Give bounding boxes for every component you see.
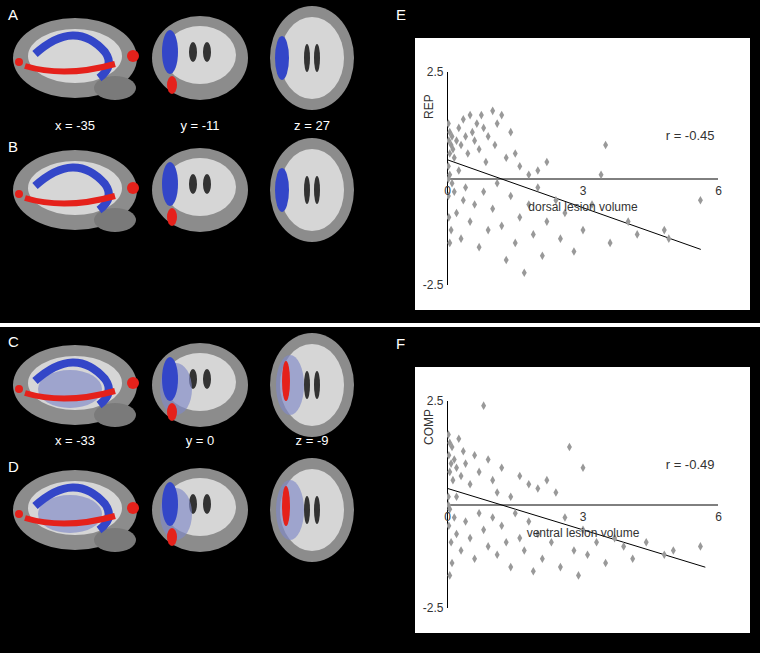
svg-text:6: 6 xyxy=(715,510,722,524)
svg-text:B: B xyxy=(8,138,18,155)
svg-text:F: F xyxy=(396,335,405,352)
svg-text:y = 0: y = 0 xyxy=(186,433,215,448)
svg-text:0: 0 xyxy=(444,184,451,198)
svg-text:COMP: COMP xyxy=(422,409,436,445)
svg-text:2.5: 2.5 xyxy=(427,394,444,408)
svg-text:3: 3 xyxy=(580,510,587,524)
svg-text:-2.5: -2.5 xyxy=(423,601,444,615)
svg-text:r = -0.49: r = -0.49 xyxy=(666,457,715,472)
svg-text:E: E xyxy=(396,6,406,23)
svg-text:ventral lesion volume: ventral lesion volume xyxy=(527,526,640,540)
svg-text:2.5: 2.5 xyxy=(427,65,444,79)
svg-text:6: 6 xyxy=(715,184,722,198)
svg-text:C: C xyxy=(8,333,19,350)
svg-text:x = -35: x = -35 xyxy=(55,118,95,133)
svg-text:r = -0.45: r = -0.45 xyxy=(666,128,715,143)
svg-text:3: 3 xyxy=(580,184,587,198)
svg-text:y = -11: y = -11 xyxy=(180,118,219,133)
svg-text:z = -9: z = -9 xyxy=(296,433,329,448)
svg-text:x = -33: x = -33 xyxy=(55,433,95,448)
svg-text:REP: REP xyxy=(422,94,436,119)
svg-text:D: D xyxy=(8,458,19,475)
svg-text:dorsal lesion volume: dorsal lesion volume xyxy=(528,200,638,214)
svg-text:A: A xyxy=(8,6,18,23)
svg-text:z = 27: z = 27 xyxy=(294,118,330,133)
svg-text:0: 0 xyxy=(444,510,451,524)
svg-text:-2.5: -2.5 xyxy=(423,278,444,292)
